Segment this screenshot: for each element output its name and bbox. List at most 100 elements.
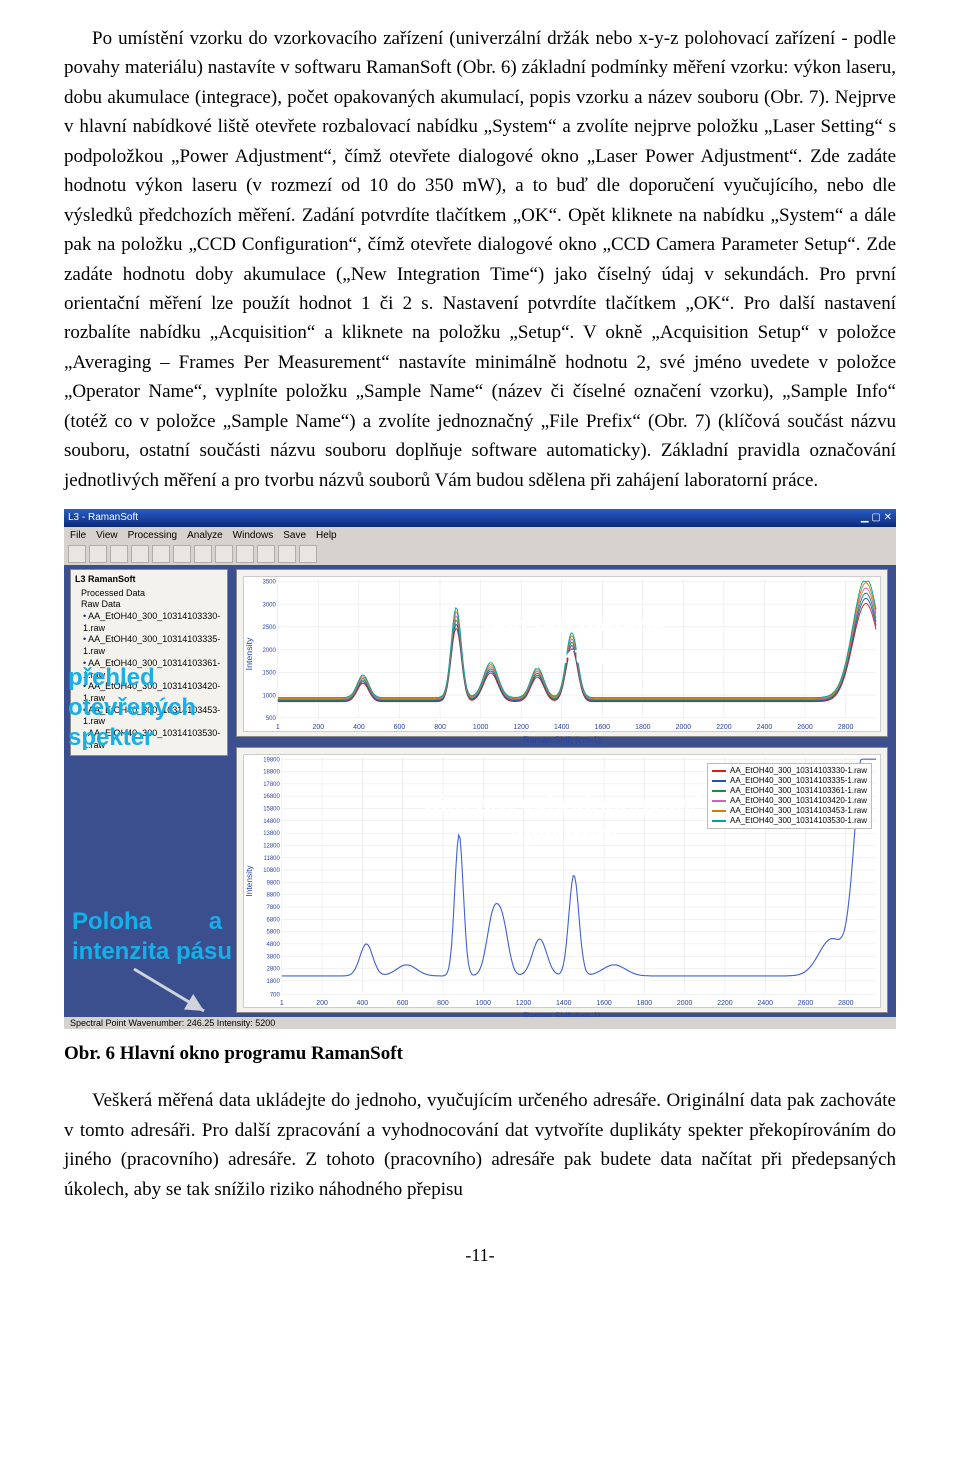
- svg-text:200: 200: [316, 999, 328, 1007]
- toolbar-button[interactable]: [110, 545, 128, 563]
- toolbar-button[interactable]: [152, 545, 170, 563]
- toolbar-button[interactable]: [257, 545, 275, 563]
- tree-item[interactable]: AA_EtOH40_300_10314103330-1.raw: [83, 611, 223, 634]
- toolbar-button[interactable]: [236, 545, 254, 563]
- svg-text:600: 600: [394, 721, 406, 730]
- svg-text:16800: 16800: [263, 793, 280, 800]
- figure-caption: Obr. 6 Hlavní okno programu RamanSoft: [64, 1039, 896, 1068]
- menubar[interactable]: File View Processing Analyze Windows Sav…: [64, 527, 896, 543]
- legend-item: AA_EtOH40_300_10314103361-1.raw: [712, 786, 867, 796]
- svg-text:2000: 2000: [676, 721, 691, 730]
- window-title: L3 - RamanSoft: [68, 510, 138, 526]
- svg-text:14800: 14800: [263, 818, 280, 825]
- tree-item[interactable]: AA_EtOH40_300_10314103530-1.raw: [83, 728, 223, 751]
- svg-text:12800: 12800: [263, 842, 280, 849]
- toolbar-button[interactable]: [173, 545, 191, 563]
- menu-item[interactable]: Analyze: [187, 528, 223, 542]
- plot-bottom[interactable]: 1200400600800100012001400160018002000220…: [243, 754, 881, 1008]
- svg-text:1200: 1200: [513, 721, 528, 730]
- ramansoft-window: L3 - RamanSoft ▁ ▢ ✕ File View Processin…: [64, 509, 896, 1029]
- svg-text:1800: 1800: [267, 978, 281, 985]
- svg-text:2800: 2800: [267, 966, 281, 973]
- menu-item[interactable]: Windows: [233, 528, 274, 542]
- legend: AA_EtOH40_300_10314103330-1.rawAA_EtOH40…: [707, 763, 872, 829]
- menu-item[interactable]: Help: [316, 528, 337, 542]
- svg-text:6800: 6800: [267, 916, 281, 923]
- toolbar-button[interactable]: [68, 545, 86, 563]
- legend-item: AA_EtOH40_300_10314103453-1.raw: [712, 806, 867, 816]
- svg-text:18800: 18800: [263, 768, 280, 775]
- sidebar-tree[interactable]: L3 RamanSoft Processed Data Raw Data AA_…: [70, 569, 228, 756]
- toolbar-button[interactable]: [278, 545, 296, 563]
- window-titlebar: L3 - RamanSoft ▁ ▢ ✕: [64, 509, 896, 527]
- svg-text:1600: 1600: [596, 999, 611, 1007]
- tree-item[interactable]: AA_EtOH40_300_10314103361-1.raw: [83, 658, 223, 681]
- menu-item[interactable]: View: [96, 528, 118, 542]
- svg-text:400: 400: [357, 999, 369, 1007]
- chart-panel-bottom: 1200400600800100012001400160018002000220…: [236, 747, 888, 1013]
- svg-text:2600: 2600: [797, 721, 812, 730]
- svg-text:1000: 1000: [475, 999, 490, 1007]
- svg-text:1800: 1800: [635, 721, 650, 730]
- tree-item[interactable]: AA_EtOH40_300_10314103335-1.raw: [83, 634, 223, 657]
- toolbar-button[interactable]: [215, 545, 233, 563]
- svg-text:Intensity: Intensity: [244, 637, 253, 671]
- svg-text:2400: 2400: [757, 721, 772, 730]
- svg-text:2500: 2500: [263, 624, 277, 631]
- svg-text:5800: 5800: [267, 929, 281, 936]
- menu-item[interactable]: File: [70, 528, 86, 542]
- svg-text:1500: 1500: [263, 669, 277, 676]
- svg-text:2000: 2000: [677, 999, 692, 1007]
- svg-text:8800: 8800: [267, 892, 281, 899]
- svg-text:2000: 2000: [263, 647, 277, 654]
- svg-text:19800: 19800: [263, 756, 280, 763]
- svg-text:200: 200: [313, 721, 325, 730]
- svg-text:17800: 17800: [263, 781, 280, 788]
- tree-item[interactable]: AA_EtOH40_300_10314103453-1.raw: [83, 705, 223, 728]
- body-paragraph: Veškerá měřená data ukládejte do jednoho…: [64, 1086, 896, 1204]
- toolbar-button[interactable]: [89, 545, 107, 563]
- toolbar-button[interactable]: [194, 545, 212, 563]
- svg-text:1000: 1000: [473, 721, 488, 730]
- svg-text:400: 400: [353, 721, 365, 730]
- svg-text:800: 800: [434, 721, 446, 730]
- svg-text:13800: 13800: [263, 830, 280, 837]
- status-bar: Spectral Point Wavenumber: 246.25 Intens…: [64, 1017, 896, 1029]
- svg-text:800: 800: [437, 999, 449, 1007]
- legend-item: AA_EtOH40_300_10314103335-1.raw: [712, 776, 867, 786]
- svg-text:2800: 2800: [838, 721, 853, 730]
- tree-root[interactable]: L3 RamanSoft: [75, 574, 223, 586]
- tree-item[interactable]: AA_EtOH40_300_10314103420-1.raw: [83, 681, 223, 704]
- svg-text:11800: 11800: [264, 855, 281, 862]
- svg-text:1: 1: [280, 999, 284, 1007]
- svg-text:7800: 7800: [267, 904, 281, 911]
- svg-text:1400: 1400: [554, 721, 569, 730]
- tree-group[interactable]: Raw Data: [75, 599, 223, 611]
- svg-text:9800: 9800: [267, 879, 281, 886]
- svg-text:1000: 1000: [263, 692, 277, 699]
- menu-item[interactable]: Save: [283, 528, 306, 542]
- svg-text:1200: 1200: [516, 999, 531, 1007]
- svg-text:1800: 1800: [637, 999, 652, 1007]
- svg-text:2200: 2200: [716, 721, 731, 730]
- svg-text:1400: 1400: [556, 999, 571, 1007]
- svg-text:Intensity: Intensity: [245, 864, 254, 896]
- svg-text:1: 1: [276, 721, 280, 730]
- window-controls[interactable]: ▁ ▢ ✕: [861, 510, 892, 526]
- x-axis-label: Raman Shift (cm-1): [243, 734, 881, 748]
- toolbar-button[interactable]: [299, 545, 317, 563]
- svg-text:3500: 3500: [263, 578, 277, 585]
- svg-text:2200: 2200: [717, 999, 732, 1007]
- svg-text:1600: 1600: [595, 721, 610, 730]
- chart-panel-top: 1200400600800100012001400160018002000220…: [236, 569, 888, 737]
- svg-text:3800: 3800: [267, 953, 281, 960]
- page-number: -11-: [64, 1242, 896, 1270]
- plot-top[interactable]: 1200400600800100012001400160018002000220…: [243, 576, 881, 732]
- svg-text:4800: 4800: [267, 941, 281, 948]
- legend-item: AA_EtOH40_300_10314103330-1.raw: [712, 766, 867, 776]
- svg-text:2400: 2400: [758, 999, 773, 1007]
- toolbar-button[interactable]: [131, 545, 149, 563]
- workspace: L3 RamanSoft Processed Data Raw Data AA_…: [64, 565, 896, 1017]
- tree-group[interactable]: Processed Data: [75, 588, 223, 600]
- menu-item[interactable]: Processing: [128, 528, 177, 542]
